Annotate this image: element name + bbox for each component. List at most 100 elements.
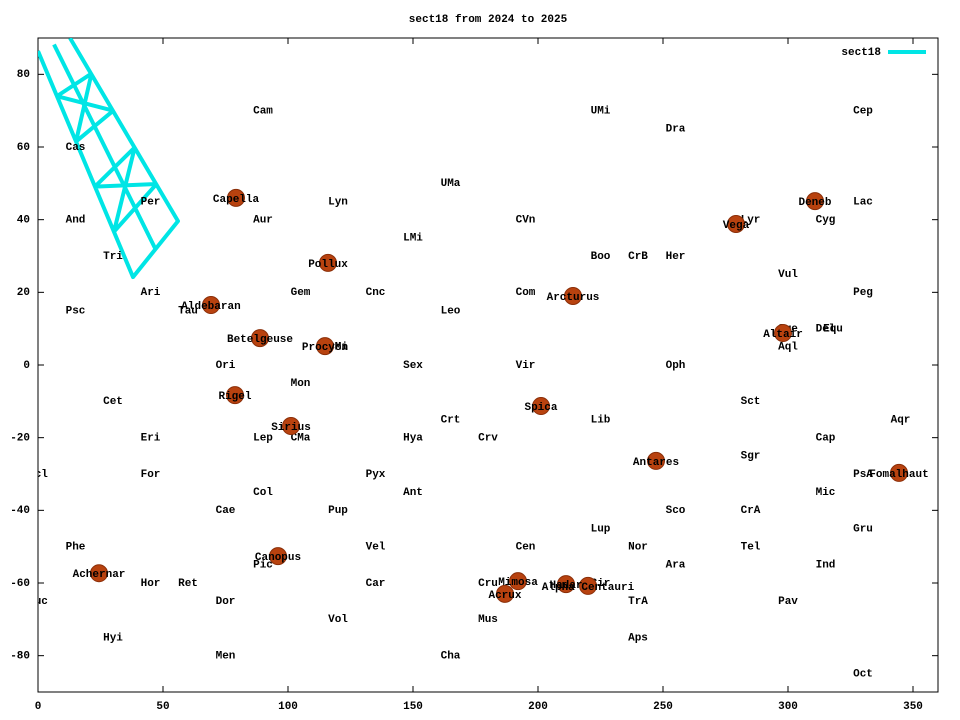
star-point	[496, 584, 514, 603]
constellation-label: Ant	[403, 487, 423, 499]
y-tick-label: 20	[17, 287, 30, 299]
constellation-label: Gem	[291, 287, 311, 299]
constellation-label: Cet	[103, 396, 123, 408]
constellation-label: LMi	[403, 233, 423, 245]
constellation-label: Aps	[628, 632, 648, 644]
constellation-label: Eri	[141, 433, 161, 445]
constellation-label: PsA	[853, 469, 873, 481]
plot-area: Cam UMi Cep Dra Cas UMa Per Lyn Lac And Aur CVn Lyr C…	[28, 38, 929, 681]
x-tick-label: 50	[156, 701, 169, 713]
y-tick-label: 80	[17, 69, 30, 81]
y-tick-label: -80	[10, 651, 30, 663]
x-tick-label: 0	[35, 701, 42, 713]
constellation-label: Equ	[823, 324, 843, 336]
constellation-label: Del	[816, 324, 836, 336]
star-label: Antares	[633, 457, 679, 469]
constellation-label: Pic	[253, 560, 273, 572]
constellation-label: Vol	[328, 614, 348, 626]
constellation-label: And	[66, 215, 86, 227]
constellation-label: Vel	[366, 542, 386, 554]
y-tick-label: 0	[23, 360, 30, 372]
star-label: Fomalhaut	[869, 469, 928, 481]
constellation-label: CrA	[741, 505, 761, 517]
constellation-label: Pyx	[366, 469, 386, 481]
constellation-label: Sct	[741, 396, 761, 408]
constellation-label: Peg	[853, 287, 873, 299]
constellation-label: Mic	[816, 487, 836, 499]
constellation-label: Mus	[478, 614, 498, 626]
star-label: Deneb	[798, 197, 831, 209]
constellation-label: UMa	[441, 178, 461, 190]
constellation-label: Psc	[66, 305, 86, 317]
constellation-label: Cep	[853, 106, 873, 118]
constellation-label: Crt	[441, 414, 461, 426]
y-tick-label: -40	[10, 505, 30, 517]
constellation-label: Aqr	[891, 414, 911, 426]
star-label: Acrux	[488, 590, 521, 602]
constellation-label: Lep	[253, 433, 273, 445]
constellation-label: Cen	[516, 542, 536, 554]
star-label: Achernar	[73, 569, 126, 581]
star-point	[890, 463, 908, 482]
star-point	[557, 575, 575, 594]
constellation-label: Aql	[778, 342, 798, 354]
star-point	[727, 215, 745, 234]
star-point	[509, 572, 527, 591]
star-point	[316, 337, 334, 356]
constellation-label: Dra	[666, 124, 686, 136]
constellation-label: Cap	[816, 433, 836, 445]
star-point	[90, 564, 108, 583]
star-point	[532, 397, 550, 416]
constellation-label: Gru	[853, 523, 873, 535]
constellation-label: For	[141, 469, 161, 481]
constellation-label: Crv	[478, 433, 498, 445]
star-point	[319, 253, 337, 272]
x-tick-label: 350	[903, 701, 923, 713]
constellation-label: Cnc	[366, 287, 386, 299]
constellation-label: Per	[141, 196, 161, 208]
constellation-label: Scl	[28, 469, 48, 481]
legend-label: sect18	[841, 47, 881, 59]
series-line	[38, 38, 180, 280]
star-point	[774, 324, 792, 343]
x-tick-label: 150	[403, 701, 423, 713]
star-label: Procyon	[302, 342, 348, 354]
star-point	[806, 192, 824, 211]
constellation-label: CMa	[291, 433, 311, 445]
y-tick-label: -60	[10, 578, 30, 590]
constellation-label: CrB	[628, 251, 648, 263]
star-point	[226, 386, 244, 405]
x-tick-label: 300	[778, 701, 798, 713]
constellation-label: Vul	[778, 269, 798, 281]
y-tick-label: -20	[10, 433, 30, 445]
star-label: Spica	[524, 402, 557, 414]
star-label: Betelgeuse	[227, 334, 293, 346]
constellation-label: Cae	[216, 505, 236, 517]
constellation-label: Hor	[141, 578, 161, 590]
star-label: Rigel	[218, 391, 251, 403]
constellation-label: Pav	[778, 596, 798, 608]
constellation-label: Ret	[178, 578, 198, 590]
star-label: Aldebaran	[181, 301, 240, 313]
star-label: Hadar	[549, 580, 582, 592]
constellation-label: Leo	[441, 305, 461, 317]
constellation-label: Col	[253, 487, 273, 499]
constellation-label: Dor	[216, 596, 236, 608]
constellation-label: Tri	[103, 251, 123, 263]
constellation-label: Oph	[666, 360, 686, 372]
constellation-label: Com	[516, 287, 536, 299]
x-tick-label: 100	[278, 701, 298, 713]
constellation-label: Aur	[253, 215, 273, 227]
chart-title: sect18 from 2024 to 2025	[409, 14, 568, 26]
constellation-label: Cha	[441, 651, 461, 663]
constellation-label: Tel	[741, 542, 761, 554]
constellation-label: Hyi	[103, 632, 123, 644]
constellation-label: Sco	[666, 505, 686, 517]
constellation-label: TrA	[628, 596, 648, 608]
constellation-label: Ori	[216, 360, 236, 372]
star-label: Alpha Centauri	[542, 582, 635, 594]
constellation-label: Cyg	[816, 215, 836, 227]
star-point	[251, 329, 269, 348]
